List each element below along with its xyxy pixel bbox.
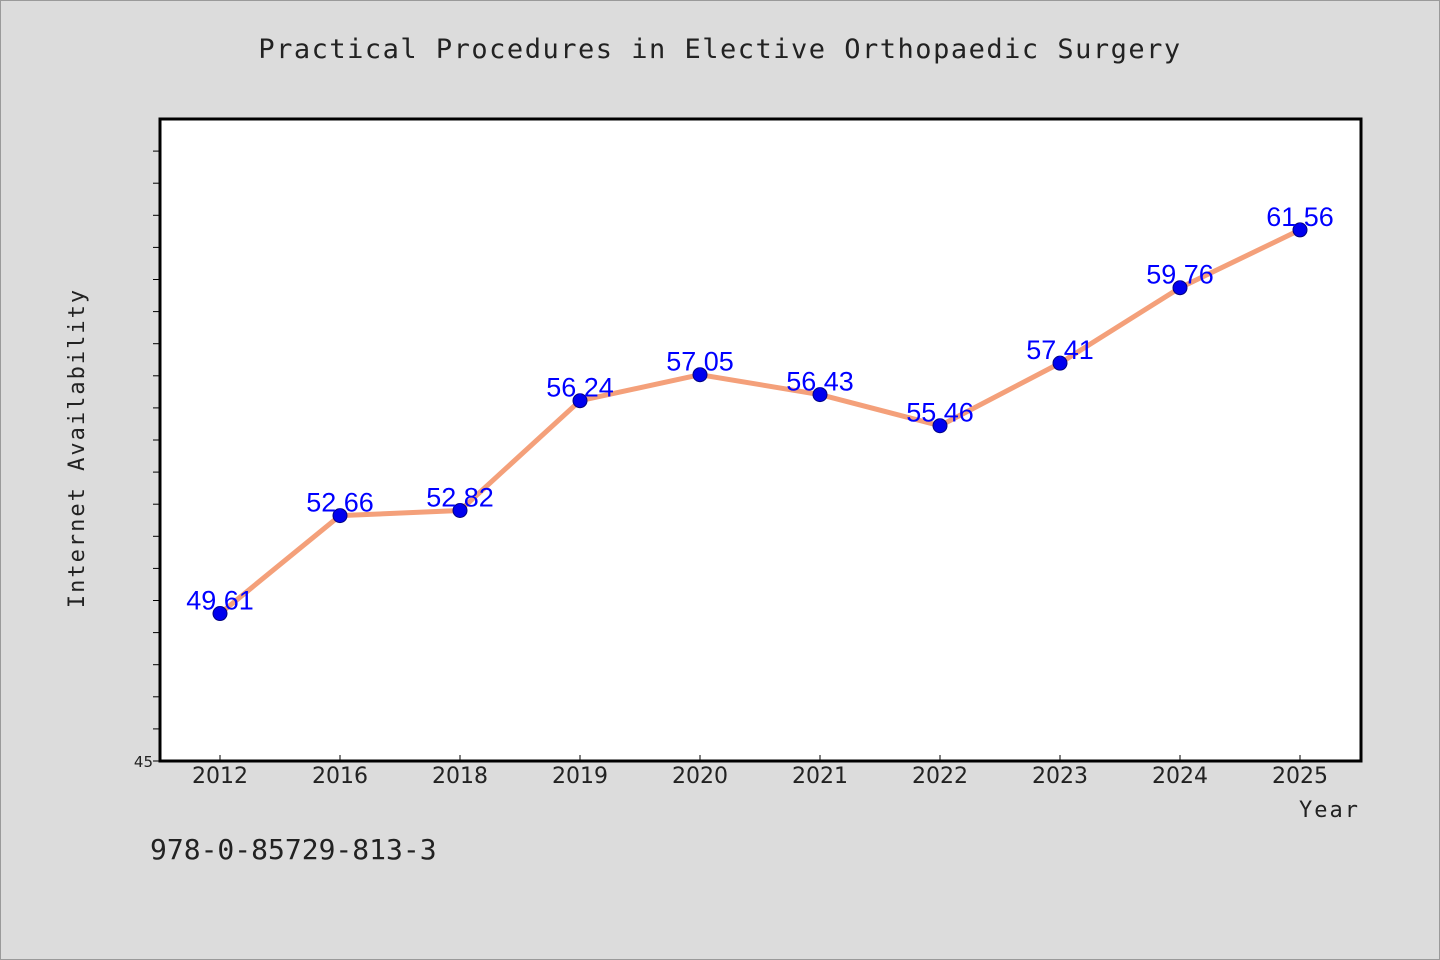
x-tick-label: 2021 [792, 764, 848, 789]
data-label: 56.24 [546, 373, 614, 403]
x-tick-label: 2023 [1032, 764, 1088, 789]
data-point [812, 387, 828, 403]
data-label: 61.56 [1266, 202, 1334, 232]
x-tick-label: 2024 [1152, 764, 1208, 789]
data-label: 52.66 [306, 488, 374, 518]
x-tick-label: 2019 [552, 764, 608, 789]
x-axis-ticks: 2012 2016 2018 2019 2020 2021 2022 2023 2024 2025 [192, 755, 1328, 789]
x-tick-label: 2012 [192, 764, 248, 789]
y-axis-title: Internet Availability [65, 288, 90, 608]
data-point [692, 367, 708, 383]
data-point [332, 508, 348, 524]
series-line [217, 227, 1303, 617]
x-tick-label: 2020 [672, 764, 728, 789]
x-axis-title: Year [1299, 798, 1360, 823]
data-label: 57.41 [1026, 335, 1094, 365]
x-tick-label: 2025 [1272, 764, 1328, 789]
data-point [572, 393, 588, 409]
data-label: 52.82 [426, 482, 494, 512]
x-tick-label: 2016 [312, 764, 368, 789]
data-point [1172, 280, 1188, 296]
data-point [452, 502, 468, 518]
data-point [212, 606, 228, 622]
data-label: 57.05 [666, 347, 734, 377]
data-point [1052, 355, 1068, 371]
series-layer [212, 222, 1308, 622]
data-labels-layer: 49.61 52.66 52.82 56.24 57.05 56.43 55.46 57.41… [186, 202, 1334, 616]
data-label: 55.46 [906, 398, 974, 428]
plot-area [158, 117, 1363, 763]
data-label: 49.61 [186, 586, 254, 616]
y-axis-ticks: 45 [134, 150, 160, 771]
data-point [1292, 222, 1308, 238]
data-point [932, 418, 948, 434]
data-label: 56.43 [786, 367, 854, 397]
x-tick-label: 2018 [432, 764, 488, 789]
data-label: 59.76 [1146, 260, 1214, 290]
isbn-label: 978-0-85729-813-3 [150, 833, 437, 866]
chart-title: Practical Procedures in Elective Orthopa… [258, 34, 1182, 65]
y-tick-label: 45 [134, 753, 153, 771]
x-tick-label: 2022 [912, 764, 968, 789]
